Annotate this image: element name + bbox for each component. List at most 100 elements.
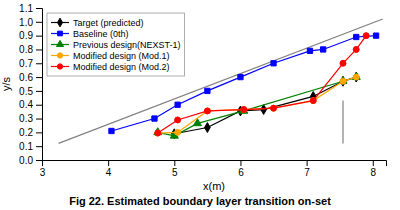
tick: 1.0 [19, 17, 42, 28]
point [205, 123, 211, 133]
tick: 6 [238, 160, 244, 178]
tick: 0.2 [19, 127, 42, 138]
tick-mark [36, 119, 42, 120]
tick-mark [36, 146, 42, 147]
tick-label: 6 [238, 167, 244, 178]
tick-label: 0.8 [19, 44, 33, 55]
point [271, 105, 277, 111]
point [241, 107, 247, 113]
tick-mark [36, 49, 42, 50]
tick-mark [36, 36, 42, 37]
series-line [158, 77, 356, 136]
point [340, 78, 346, 84]
tick-label: 3 [40, 167, 46, 178]
chart: 3 4 5 6 7 8 0.0 0.1 0.2 0.3 0.4 0.5 0.6 0.7 0.8 0.9 1.0 1… [0, 0, 400, 210]
tick-mark [174, 160, 175, 166]
tick-label: 0.4 [19, 99, 33, 110]
tick-mark [36, 63, 42, 64]
legend-box [47, 13, 185, 76]
point [152, 116, 157, 121]
tick-mark [36, 105, 42, 106]
tick-mark [240, 160, 241, 166]
legend: Target (predicted)Baseline (0th)Previous… [47, 13, 185, 76]
axis-line [43, 161, 387, 167]
point [339, 77, 347, 84]
point [321, 47, 326, 52]
tick-label: 0.5 [19, 86, 33, 97]
plot: 3 4 5 6 7 8 0.0 0.1 0.2 0.3 0.4 0.5 0.6 0.7 0.8 0.9 1.0 1… [0, 3, 387, 192]
tick: 0.7 [19, 58, 42, 69]
tick: 0.3 [19, 113, 42, 124]
point [354, 34, 359, 39]
tick: 4 [106, 160, 112, 178]
tick-label: 1.1 [19, 3, 33, 14]
point [175, 102, 180, 107]
tick-label: 7 [304, 167, 310, 178]
tick: 0.8 [19, 44, 42, 55]
legend-symbol [58, 31, 63, 36]
tick-label: 0.0 [19, 155, 33, 166]
tick-label: 0.3 [19, 113, 33, 124]
tick-label: 0.2 [19, 127, 33, 138]
tick-label: 0.6 [19, 72, 33, 83]
tick: 1.1 [19, 3, 42, 14]
point [204, 108, 210, 114]
marks [59, 19, 383, 143]
tick-mark [36, 8, 42, 9]
tick-mark [307, 160, 308, 166]
legend-label: Previous design(NEXST-1) [73, 40, 181, 50]
legend-symbol [57, 53, 62, 58]
tick: 7 [304, 160, 310, 178]
point [363, 33, 369, 39]
legend-label: Target (predicted) [73, 18, 144, 28]
point [175, 117, 181, 123]
legend-label: Modified design (Mod.1) [73, 51, 170, 61]
legend-label: Baseline (0th) [73, 29, 129, 39]
point [240, 106, 248, 113]
legend-symbol [57, 18, 62, 27]
point [271, 105, 277, 111]
tick-mark [36, 160, 42, 161]
point [340, 60, 346, 66]
tick: 8 [370, 160, 376, 178]
point [205, 88, 210, 93]
point [175, 129, 181, 135]
tick: 0.0 [19, 155, 42, 166]
tick: 0.9 [19, 30, 42, 41]
tick: 0.4 [19, 99, 42, 110]
legend-label: Modified design (Mod.2) [73, 62, 170, 72]
point [307, 48, 312, 53]
point [352, 72, 360, 79]
tick-label: 1.0 [19, 17, 33, 28]
point [340, 76, 346, 86]
legend-symbol [56, 40, 63, 46]
point [241, 107, 247, 113]
point [353, 72, 359, 82]
tick-mark [108, 160, 109, 166]
point [155, 130, 161, 136]
x-axis-title: x(m) [203, 180, 225, 192]
point [310, 98, 316, 104]
axis-line [36, 9, 43, 161]
legend-symbol [57, 64, 62, 69]
tick-label: 0.1 [19, 141, 33, 152]
tick: 3 [40, 160, 46, 178]
y-axis: 0.0 0.1 0.2 0.3 0.4 0.5 0.6 0.7 0.8 0.9 1.0 1.1 [19, 3, 42, 166]
tick: 0.1 [19, 141, 42, 152]
tick: 0.6 [19, 72, 42, 83]
tick-label: 5 [172, 167, 178, 178]
tick-mark [36, 22, 42, 23]
tick-mark [373, 160, 374, 166]
point [353, 74, 359, 80]
tick: 5 [172, 160, 178, 178]
tick: 0.5 [19, 86, 42, 97]
tick-label: 4 [106, 167, 112, 178]
series-line [158, 77, 356, 133]
point [373, 33, 378, 38]
point [204, 108, 210, 114]
point [109, 128, 114, 133]
tick-mark [36, 77, 42, 78]
point [155, 130, 161, 136]
x-axis: 3 4 5 6 7 8 [40, 160, 387, 178]
point [310, 98, 316, 104]
